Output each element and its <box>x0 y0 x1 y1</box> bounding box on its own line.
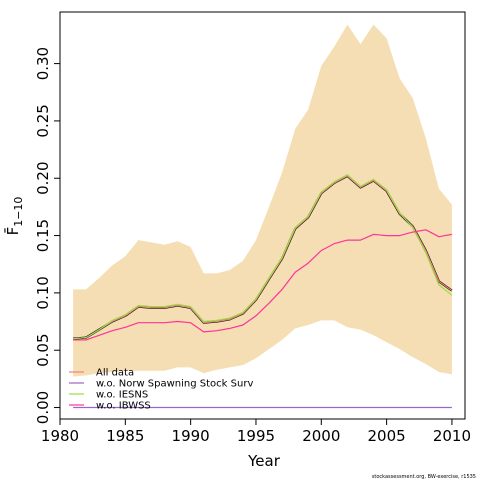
footer-credit: stockassessment.org, BW-exercise, r1535 <box>372 474 476 480</box>
y-axis-title-main: F̄ <box>3 227 22 236</box>
x-tick-label: 1985 <box>106 427 144 445</box>
series-line-w-o-ibwss-4 <box>73 229 453 341</box>
y-tick-label: 0.10 <box>34 276 52 309</box>
y-axis-title-subscript: 1−10 <box>12 197 25 227</box>
series-layer <box>73 174 453 409</box>
series-line-w-o-iesns-3 <box>73 174 453 340</box>
y-tick-label: 0.25 <box>34 104 52 137</box>
confidence-band-layer <box>73 24 452 377</box>
y-tick-label: 0.30 <box>34 47 52 80</box>
x-tick-label: 2000 <box>302 427 340 445</box>
legend-label: w.o. Norw Spawning Stock Surv <box>96 379 253 390</box>
y-tick-label: 0.05 <box>34 333 52 366</box>
y-axis: 0.00 0.05 0.10 0.15 0.20 0.25 0.30 <box>34 47 60 424</box>
legend-label: w.o. IBWSS <box>96 401 151 412</box>
x-tick-label: 1990 <box>172 427 210 445</box>
x-axis-title: Year <box>247 452 281 470</box>
confidence-band <box>73 24 452 377</box>
legend-label: w.o. IESNS <box>96 390 148 401</box>
x-axis: 1980 1985 1990 1995 2000 2005 2010 <box>41 418 471 445</box>
y-tick-label: 0.20 <box>34 161 52 194</box>
y-tick-label: 0.00 <box>34 391 52 424</box>
x-tick-label: 2005 <box>368 427 406 445</box>
x-tick-label: 2010 <box>433 427 471 445</box>
legend-label: All data <box>96 368 134 379</box>
y-axis-title: F̄1−10 <box>3 197 25 236</box>
y-tick-label: 0.15 <box>34 219 52 252</box>
x-tick-label: 1980 <box>41 427 79 445</box>
y-axis-title-group: F̄1−10 <box>3 197 25 236</box>
x-tick-label: 1995 <box>237 427 275 445</box>
